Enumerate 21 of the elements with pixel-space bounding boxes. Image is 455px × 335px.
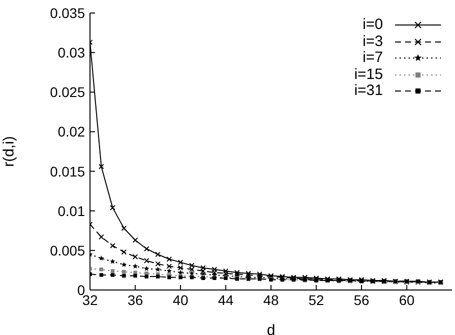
legend-label: i=3	[362, 32, 383, 50]
legend-label: i=31	[354, 82, 383, 100]
y-tick-label: 0.035	[50, 4, 86, 21]
y-tick-label: 0.01	[58, 202, 86, 219]
y-tick-label: 0.015	[50, 163, 86, 180]
x-tick-label: 40	[172, 292, 188, 308]
x-axis-title: d	[266, 322, 276, 335]
y-tick-label: 0.02	[58, 124, 86, 140]
x-tick-label: 60	[398, 292, 415, 308]
y-tick-label: 0.03	[58, 44, 86, 61]
x-tick-label: 52	[308, 292, 324, 308]
x-tick-label: 44	[218, 292, 234, 308]
legend-label: i=7	[362, 49, 383, 66]
x-tick-label: 56	[354, 292, 370, 308]
legend-label: i=0	[362, 16, 383, 34]
y-tick-label: 0.005	[50, 242, 86, 258]
x-tick-label: 36	[127, 292, 144, 308]
legend-label: i=15	[354, 66, 383, 83]
y-tick-label: 0.025	[50, 84, 86, 100]
y-axis-title: r(d,i)	[0, 136, 18, 167]
x-tick-label: 48	[263, 292, 279, 308]
